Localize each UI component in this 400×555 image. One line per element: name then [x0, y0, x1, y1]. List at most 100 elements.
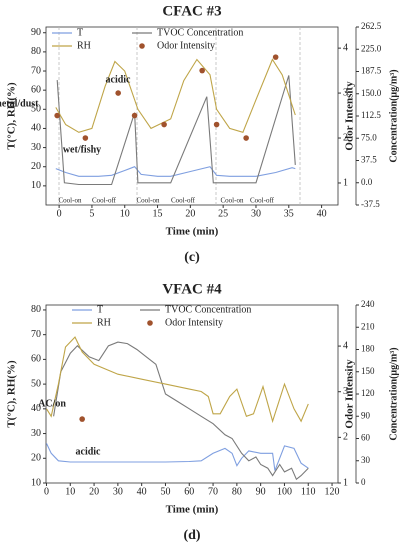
caption: (c) [184, 250, 200, 265]
y2-tick-label: 120 [361, 388, 375, 398]
y2-tick-label: 210 [361, 321, 375, 331]
annotation: Cool-off [92, 197, 117, 205]
x-tick-label: 15 [153, 208, 163, 219]
y-tick-label: 90 [31, 27, 41, 38]
annotation: acidic [106, 74, 132, 85]
x-tick-label: 10 [120, 208, 130, 219]
y3-tick-label: 3 [343, 386, 348, 397]
x-tick-label: 30 [113, 486, 123, 497]
y-tick-label: 40 [31, 403, 41, 414]
odor-point [199, 67, 205, 74]
y3-tick-label: 4 [343, 340, 348, 351]
odor-point [82, 135, 89, 141]
annotation: Cool-on [221, 197, 244, 205]
chart-title: CFAC #3 [162, 3, 221, 19]
x-tick-label: 70 [208, 486, 218, 497]
x-tick-label: 25 [218, 208, 228, 219]
y3-tick-label: 1 [343, 177, 348, 188]
y3-tick-label: 2 [343, 432, 348, 443]
legend-label: RH [97, 317, 111, 328]
y-tick-label: 10 [31, 180, 41, 191]
y3-tick-label: 2 [343, 132, 348, 143]
series-line [53, 341, 309, 481]
series-line [46, 336, 309, 424]
annotation: acidic [76, 446, 102, 457]
x-tick-label: 90 [256, 486, 266, 497]
y2-tick-label: -37.5 [361, 199, 380, 209]
y-tick-label: 30 [31, 142, 41, 153]
series-line [55, 166, 296, 177]
y2-tick-label: 180 [361, 344, 375, 354]
y-tick-label: 50 [31, 378, 41, 389]
y3-tick-label: 4 [343, 42, 348, 53]
x-tick-label: 20 [89, 486, 99, 497]
legend-label: RH [77, 40, 91, 51]
y2-tick-label: 150 [361, 366, 375, 376]
odor-point [79, 416, 85, 422]
y2-tick-label: 187.5 [361, 66, 382, 76]
y-axis-label: T(°C), RH(%) [6, 82, 18, 150]
odor-point [115, 90, 121, 96]
y3-tick-label: 1 [343, 477, 348, 488]
plot-frame [45, 304, 339, 484]
y2-tick-label: 30 [361, 455, 371, 465]
x-tick-label: 20 [185, 208, 195, 219]
x-tick-label: 80 [232, 486, 242, 497]
legend-marker [139, 43, 145, 49]
y-axis-label: T(°C), RH(%) [6, 360, 18, 428]
y2-tick-label: 262.5 [361, 21, 382, 31]
y-tick-label: 80 [31, 46, 41, 57]
chart-title: VFAC #4 [162, 281, 222, 297]
x-tick-label: 40 [137, 486, 147, 497]
y2-tick-label: 75.0 [361, 132, 377, 142]
x-tick-label: 0 [44, 486, 49, 497]
y-tick-label: 80 [31, 304, 41, 315]
x-tick-label: 30 [251, 208, 261, 219]
legend-label: T [77, 27, 83, 38]
x-tick-label: 35 [284, 208, 294, 219]
y2-axis-label: Concentration(μg/m³) [388, 69, 399, 162]
annotation: Cool-off [171, 197, 196, 205]
y-tick-label: 10 [31, 477, 41, 488]
annotation: wet/fishy [63, 144, 101, 155]
y2-tick-label: 0 [361, 477, 366, 487]
odor-point [131, 112, 138, 119]
y-tick-label: 40 [31, 123, 41, 134]
plot-frame [45, 26, 339, 206]
x-tick-label: 50 [160, 486, 170, 497]
y2-tick-label: 37.5 [361, 155, 377, 165]
legend-label: Odor Intensity [157, 40, 215, 51]
x-tick-label: 0 [57, 208, 62, 219]
odor-point [243, 135, 249, 141]
odor-point [161, 121, 167, 128]
y2-tick-label: 225.0 [361, 43, 382, 53]
y2-tick-label: 0.0 [361, 177, 373, 187]
annotation: metal/dust [0, 98, 39, 109]
legend-marker [147, 320, 153, 326]
y-tick-label: 20 [31, 453, 41, 464]
x-tick-label: 60 [184, 486, 194, 497]
x-axis-label: Time (min) [166, 226, 219, 238]
odor-point [54, 112, 60, 119]
legend-label: TVOC Concentration [165, 304, 251, 315]
y2-tick-label: 240 [361, 299, 375, 309]
legend-label: TVOC Concentration [157, 27, 243, 38]
series-line [46, 443, 309, 471]
y2-tick-label: 60 [361, 433, 371, 443]
x-tick-label: 5 [89, 208, 94, 219]
x-tick-label: 120 [325, 486, 340, 497]
series-line [56, 75, 296, 186]
x-tick-label: 110 [301, 486, 316, 497]
y2-tick-label: 112.5 [361, 110, 381, 120]
y3-axis-label: Odor Intensity [344, 359, 356, 429]
y-tick-label: 70 [31, 329, 41, 340]
odor-point [272, 54, 279, 60]
annotation: Cool-on [137, 197, 160, 205]
x-tick-label: 10 [65, 486, 75, 497]
y-tick-label: 20 [31, 161, 41, 172]
annotation: Cool-on [59, 197, 82, 205]
y2-tick-label: 90 [361, 410, 371, 420]
y-tick-label: 50 [31, 104, 41, 115]
y-tick-label: 30 [31, 428, 41, 439]
